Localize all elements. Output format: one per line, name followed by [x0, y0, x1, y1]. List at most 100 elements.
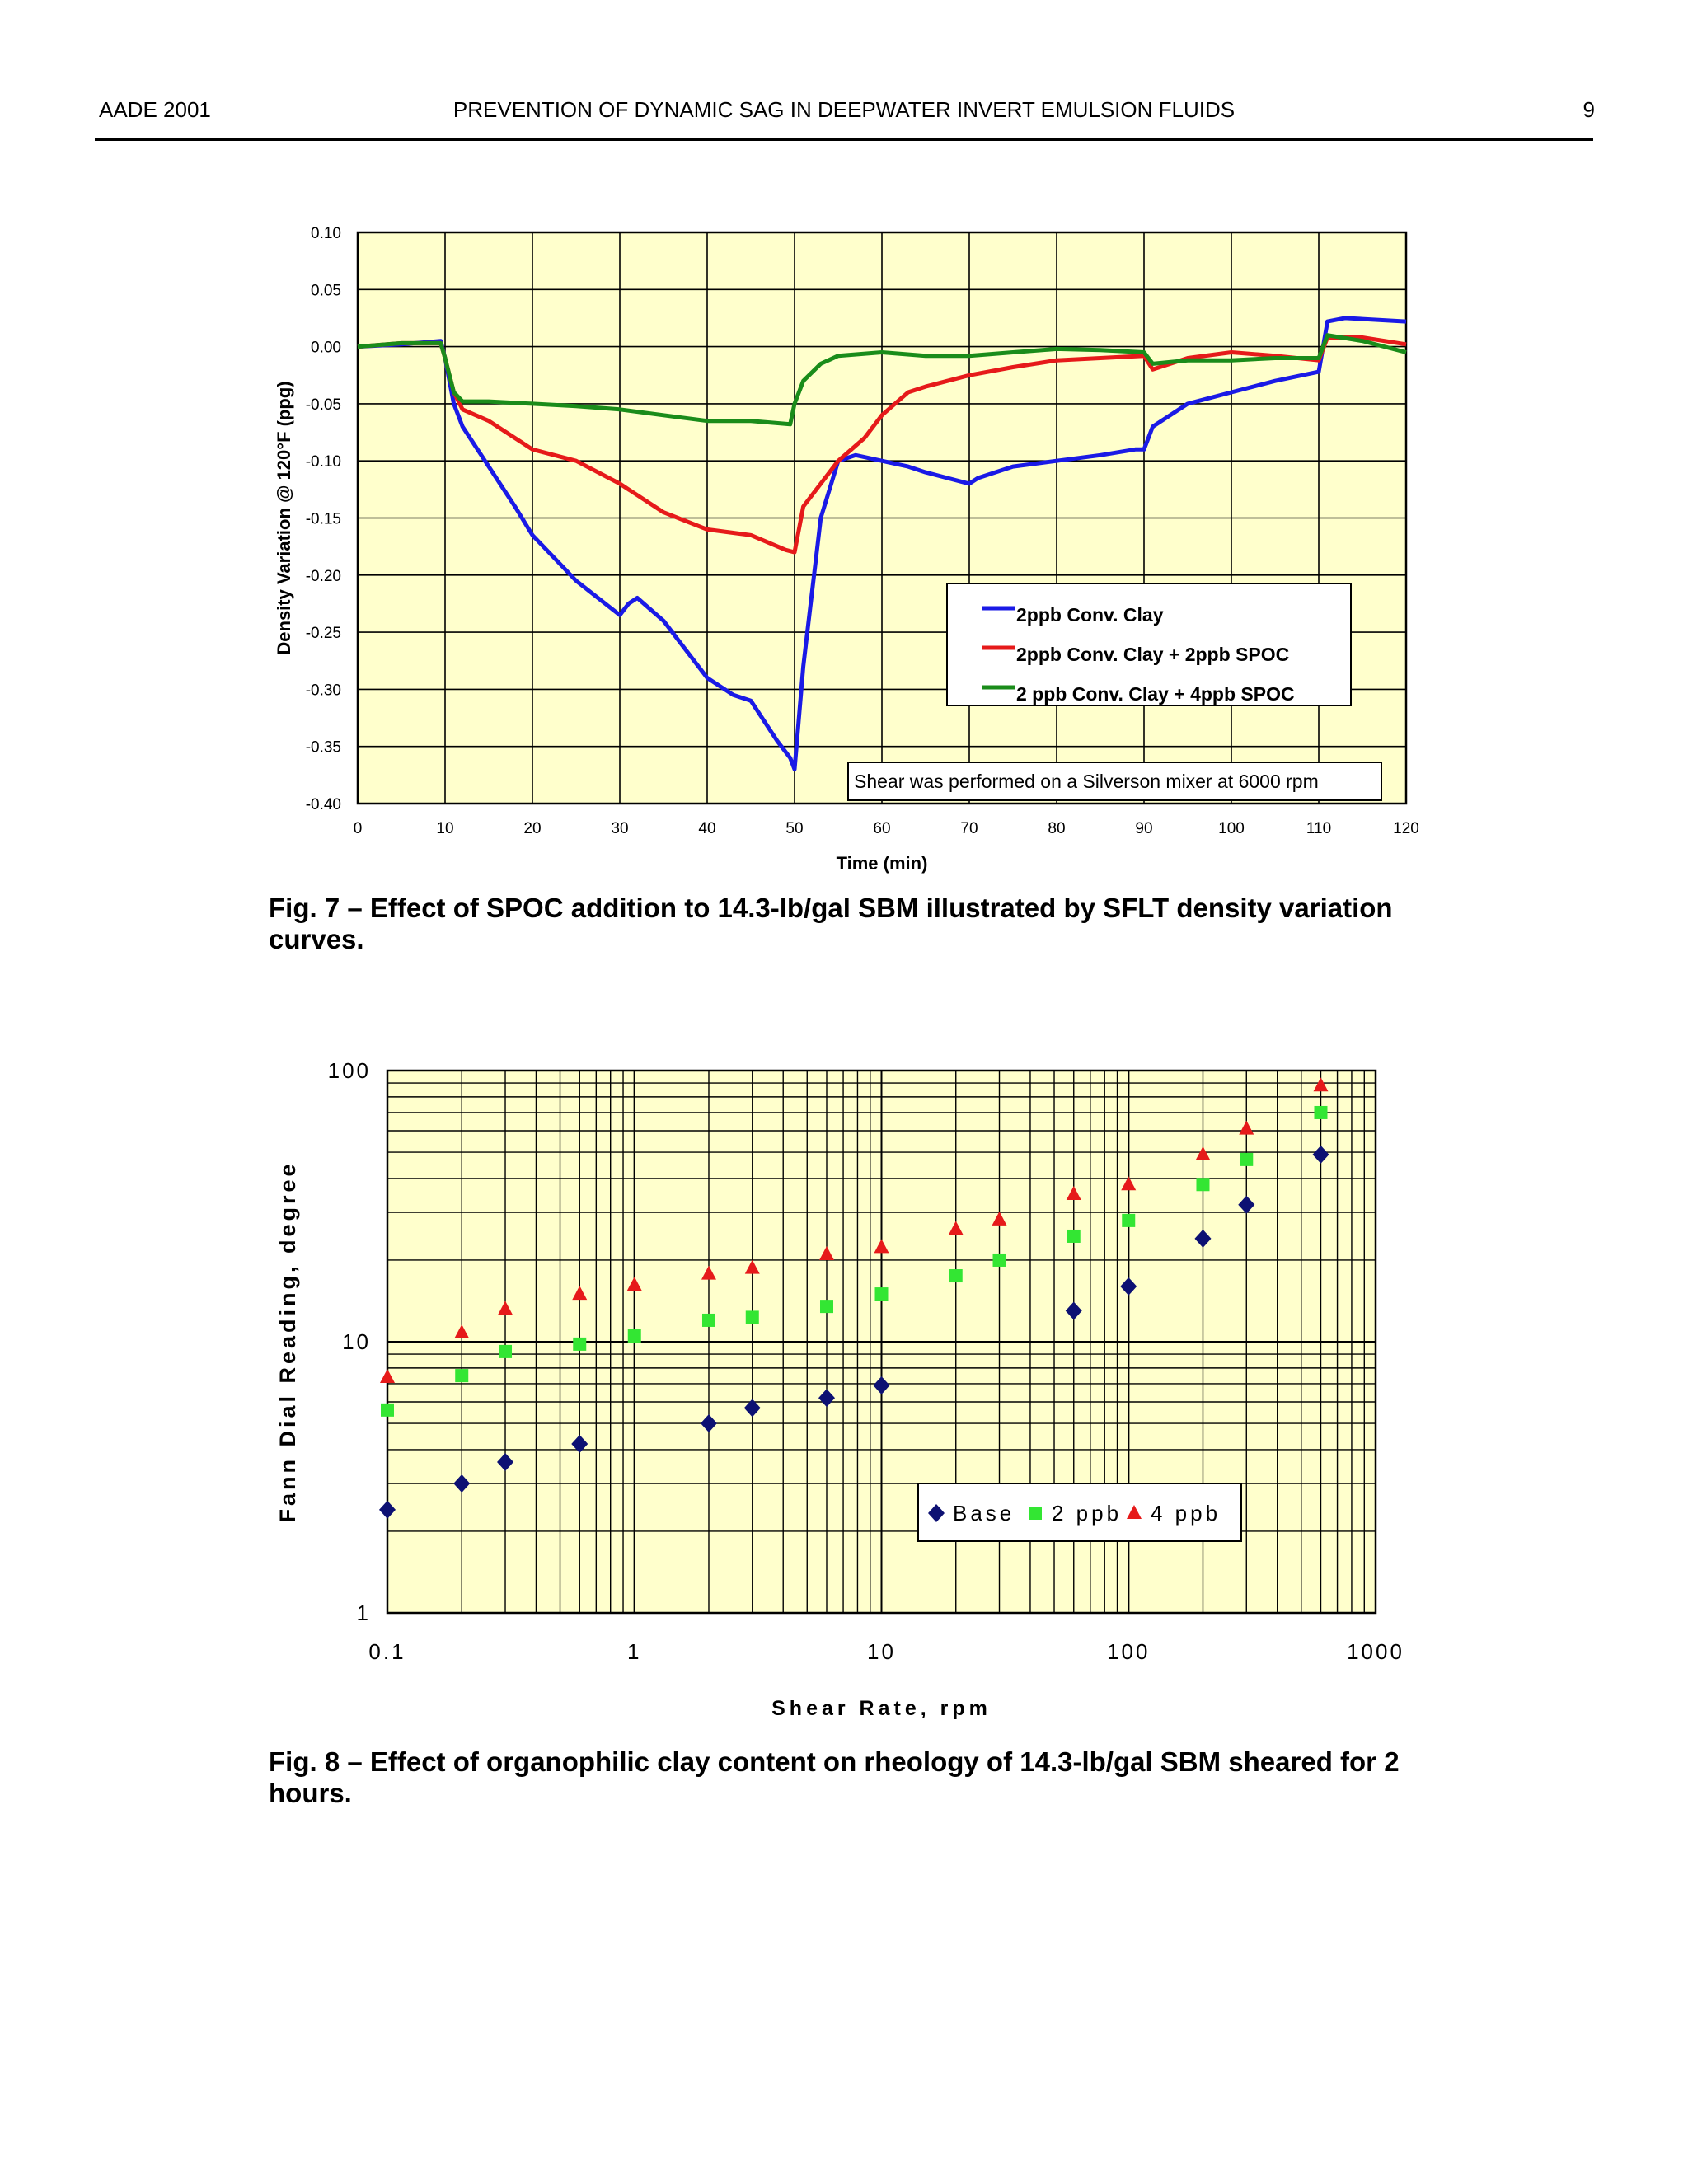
point-diamond: [497, 1452, 514, 1471]
legend-label-3: 4 ppb: [1151, 1501, 1221, 1526]
legend-marker-2: [1029, 1507, 1042, 1520]
y-axis-label: Density Variation @ 120°F (ppg): [274, 381, 294, 654]
point-triangle: [626, 1277, 642, 1291]
point-triangle: [454, 1324, 470, 1339]
figure-7-caption: Fig. 7 – Effect of SPOC addition to 14.3…: [269, 893, 1423, 955]
legend-box: [946, 583, 1352, 706]
point-square: [627, 1329, 641, 1343]
point-diamond: [873, 1376, 890, 1395]
plot-border: [356, 231, 1408, 805]
y-tick-label: -0.15: [306, 511, 341, 528]
y-tick-label: 100: [328, 1058, 371, 1083]
point-diamond: [453, 1474, 471, 1493]
series-line-3: [357, 333, 1407, 427]
y-tick-label: -0.10: [306, 453, 341, 471]
annotation-box: [847, 762, 1382, 801]
x-tick-label: 1: [627, 1639, 641, 1664]
y-tick-label: 0.05: [311, 282, 341, 299]
point-diamond: [743, 1399, 761, 1418]
point-square: [1240, 1152, 1254, 1166]
x-tick-label: 100: [1107, 1639, 1150, 1664]
point-triangle: [819, 1245, 835, 1260]
series-line-1: [357, 316, 1407, 771]
header-title: PREVENTION OF DYNAMIC SAG IN DEEPWATER I…: [452, 97, 1236, 122]
figure-7-chart: 0 10 20 30 40 50 60 70 80 90 100 110 120 0.10 0.05 0.00…: [274, 225, 1419, 874]
point-square: [745, 1310, 759, 1324]
point-square: [874, 1287, 889, 1301]
x-tick-label: 50: [785, 820, 803, 837]
point-triangle: [948, 1221, 964, 1235]
series-line-2: [357, 335, 1407, 555]
point-triangle: [498, 1301, 513, 1315]
figure-8-caption-line1: Fig. 8 – Effect of organophilic clay con…: [269, 1746, 1400, 1777]
point-triangle: [1121, 1176, 1137, 1191]
point-diamond: [818, 1389, 836, 1408]
point-diamond: [1120, 1277, 1137, 1296]
header-journal: AADE 2001: [99, 97, 211, 122]
point-triangle: [744, 1259, 760, 1274]
point-diamond: [379, 1500, 396, 1519]
y-tick-label: -0.35: [306, 739, 341, 757]
point-triangle: [1313, 1077, 1329, 1092]
point-triangle: [1195, 1146, 1211, 1160]
y-tick-label: -0.40: [306, 796, 341, 813]
figure-8-chart: 0.1 1 10 100 1000 100 10 1 Shear Rate, rpm Fann D…: [275, 1058, 1402, 1720]
page-number: 9: [1582, 97, 1595, 122]
point-square: [1196, 1178, 1210, 1192]
x-tick-label: 110: [1306, 820, 1331, 837]
point-diamond: [1238, 1195, 1255, 1214]
x-tick-label: 10: [436, 820, 453, 837]
x-tick-label: 10: [867, 1639, 896, 1664]
point-diamond: [1312, 1145, 1329, 1164]
point-diamond: [700, 1414, 717, 1433]
point-square: [992, 1253, 1006, 1267]
point-square: [1122, 1213, 1136, 1227]
legend-box: [917, 1483, 1242, 1542]
x-tick-label: 70: [960, 820, 978, 837]
x-tick-label: 40: [698, 820, 715, 837]
legend-label-2: 2 ppb: [1052, 1501, 1122, 1526]
y-tick-label: 1: [357, 1601, 371, 1625]
figure-8-caption: Fig. 8 – Effect of organophilic clay con…: [269, 1746, 1423, 1809]
point-square: [573, 1337, 587, 1351]
point-square: [949, 1269, 963, 1283]
legend-label-3: 2 ppb Conv. Clay + 4ppb SPOC: [1016, 683, 1295, 705]
figure-8-caption-line2: hours.: [269, 1778, 352, 1808]
header-rule: [95, 138, 1593, 141]
point-square: [1067, 1229, 1081, 1243]
x-axis-label: Shear Rate, rpm: [771, 1697, 992, 1720]
point-diamond: [1065, 1301, 1082, 1320]
y-tick-label: -0.20: [306, 568, 341, 585]
point-triangle: [992, 1211, 1007, 1226]
x-tick-label: 120: [1393, 820, 1419, 837]
y-tick-label: -0.05: [306, 396, 341, 414]
y-tick-label: -0.30: [306, 682, 341, 699]
figure-7-caption-line2: curves.: [269, 924, 364, 954]
x-tick-label: 100: [1218, 820, 1245, 837]
figure-7-caption-line1: Fig. 7 – Effect of SPOC addition to 14.3…: [269, 893, 1393, 923]
point-square: [701, 1313, 715, 1327]
point-triangle: [1066, 1186, 1081, 1201]
legend-label-1: Base: [953, 1501, 1015, 1526]
annotation-text: Shear was performed on a Silverson mixer…: [854, 771, 1319, 792]
x-axis-label: Time (min): [837, 853, 928, 874]
point-square: [381, 1403, 394, 1417]
legend-marker-1: [928, 1504, 945, 1522]
y-tick-label: 0.10: [311, 225, 341, 242]
point-square: [820, 1300, 834, 1314]
point-diamond: [571, 1434, 588, 1453]
x-tick-label: 0.1: [368, 1639, 406, 1664]
x-tick-label: 20: [523, 820, 541, 837]
plot-border: [386, 1069, 1377, 1615]
x-tick-label: 0: [354, 820, 363, 837]
point-triangle: [1239, 1120, 1254, 1135]
point-triangle: [874, 1239, 889, 1254]
point-diamond: [1194, 1229, 1212, 1248]
y-tick-label: -0.25: [306, 625, 341, 642]
x-tick-label: 60: [873, 820, 890, 837]
x-tick-label: 90: [1135, 820, 1152, 837]
point-triangle: [380, 1369, 395, 1384]
legend-label-2: 2ppb Conv. Clay + 2ppb SPOC: [1016, 644, 1289, 665]
point-triangle: [572, 1286, 588, 1301]
legend-label-1: 2ppb Conv. Clay: [1016, 604, 1164, 626]
